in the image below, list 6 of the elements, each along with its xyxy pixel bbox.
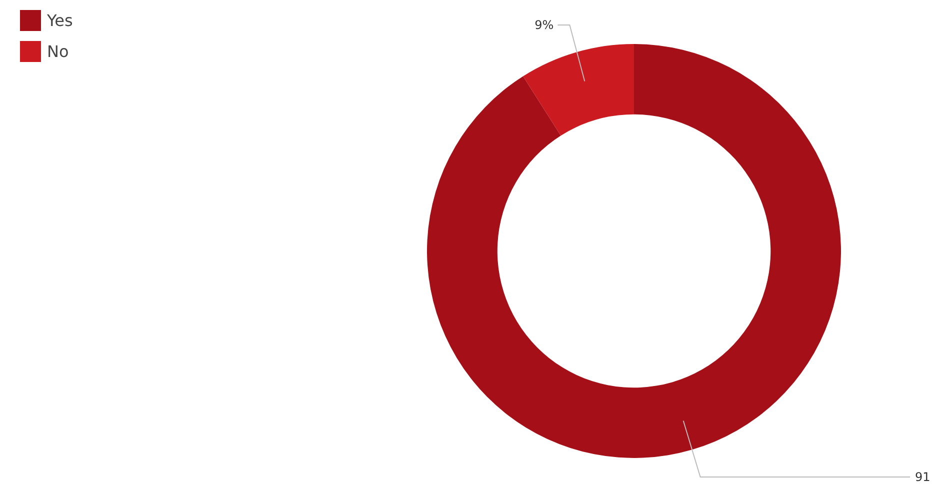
donut-slice [427, 44, 841, 458]
data-label: 9% [534, 18, 554, 32]
legend-label: No [47, 42, 69, 61]
donut-slice [523, 44, 634, 136]
data-label: 91 [915, 470, 930, 484]
legend-label: Yes [46, 11, 73, 30]
